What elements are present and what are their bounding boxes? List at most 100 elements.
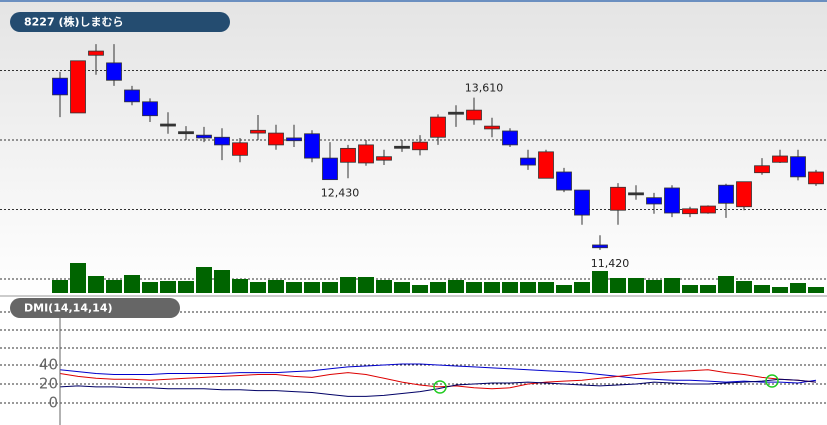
volume-bar <box>430 282 446 293</box>
candle-body <box>412 141 428 151</box>
candle-body <box>556 171 572 191</box>
dmi-line <box>59 369 817 390</box>
volume-bar <box>772 287 788 293</box>
candle-body <box>736 181 752 208</box>
candle-body <box>268 132 284 146</box>
volume-bar <box>160 281 176 293</box>
volume-bar <box>376 280 392 293</box>
volume-bar <box>394 282 410 293</box>
dmi-line <box>59 363 817 384</box>
dmi-line <box>59 378 817 397</box>
cross-marker <box>765 374 779 388</box>
dmi-title: DMI(14,14,14) <box>24 302 113 315</box>
candle-body <box>610 186 626 211</box>
candle-body <box>178 131 194 135</box>
volume-bar <box>718 276 734 293</box>
candle-body <box>232 142 248 156</box>
volume-bar <box>700 285 716 293</box>
volume-bar <box>178 281 194 293</box>
y-tick-label: 0 <box>48 394 58 412</box>
candle-body <box>214 136 230 146</box>
candle-body <box>790 156 806 178</box>
candle-body <box>772 155 788 163</box>
candle-body <box>142 101 158 117</box>
candle-body <box>628 192 644 196</box>
volume-bar <box>322 282 338 293</box>
candle-body <box>466 109 482 121</box>
volume-bar <box>412 285 428 293</box>
volume-bar <box>790 283 806 293</box>
volume-bar <box>574 282 590 293</box>
candle-body <box>700 205 716 214</box>
volume-bar <box>682 285 698 293</box>
candle-body <box>286 137 302 142</box>
candle-body <box>88 50 104 56</box>
volume-bar <box>250 282 266 293</box>
y-tick-label: 40 <box>39 356 58 374</box>
candle-body <box>196 134 212 139</box>
y-tick-label: 20 <box>39 375 58 393</box>
volume-bar <box>142 282 158 293</box>
volume-bar <box>556 285 572 293</box>
candle-body <box>808 171 824 185</box>
volume-bar <box>448 280 464 293</box>
volume-bar <box>340 277 356 293</box>
volume-bar <box>664 278 680 293</box>
volume-bar <box>754 285 770 293</box>
volume-bar <box>70 263 86 293</box>
dmi-pill <box>10 298 180 318</box>
candle-body <box>160 123 176 127</box>
volume-bar <box>538 282 554 293</box>
candle-body <box>70 60 86 114</box>
price-annotation: 11,420 <box>591 257 630 270</box>
candle-body <box>448 111 464 115</box>
title-pill <box>10 12 230 32</box>
volume-bar <box>124 275 140 293</box>
candle-body <box>520 157 536 166</box>
candle-body <box>592 244 608 249</box>
candle-body <box>664 187 680 214</box>
volume-bar <box>304 282 320 293</box>
candle-body <box>682 208 698 215</box>
candle-body <box>52 77 68 96</box>
volume-bar <box>232 279 248 293</box>
volume-bar <box>466 282 482 293</box>
candle-body <box>376 156 392 161</box>
volume-bar <box>358 277 374 293</box>
volume-bar <box>88 276 104 293</box>
volume-bar <box>268 280 284 293</box>
candle-body <box>394 145 410 149</box>
candle-body <box>340 147 356 163</box>
price-annotation: 13,610 <box>465 82 504 95</box>
volume-bar <box>808 287 824 293</box>
volume-bar <box>196 267 212 293</box>
cross-marker <box>433 380 447 394</box>
candle-body <box>124 89 140 103</box>
candle-body <box>430 116 446 138</box>
candle-body <box>646 197 662 205</box>
volume-bar <box>736 281 752 293</box>
volume-bar <box>484 282 500 293</box>
volume-bar <box>52 280 68 293</box>
candle-body <box>538 151 554 179</box>
candle-body <box>322 157 338 181</box>
volume-bar <box>502 282 518 293</box>
chart-title: 8227 (株)しまむら <box>24 15 124 29</box>
candle-body <box>304 133 320 159</box>
candle-body <box>358 144 374 164</box>
volume-bar <box>214 270 230 293</box>
candle-body <box>484 125 500 130</box>
candle-body <box>574 189 590 216</box>
candle-body <box>106 62 122 81</box>
volume-bar <box>610 278 626 293</box>
volume-bar <box>106 280 122 293</box>
candle-body <box>754 165 770 174</box>
candle-body <box>718 184 734 204</box>
volume-bar <box>592 271 608 293</box>
volume-bar <box>646 280 662 293</box>
candle-body <box>502 130 518 146</box>
volume-bar <box>628 278 644 293</box>
price-annotation: 12,430 <box>321 187 360 200</box>
